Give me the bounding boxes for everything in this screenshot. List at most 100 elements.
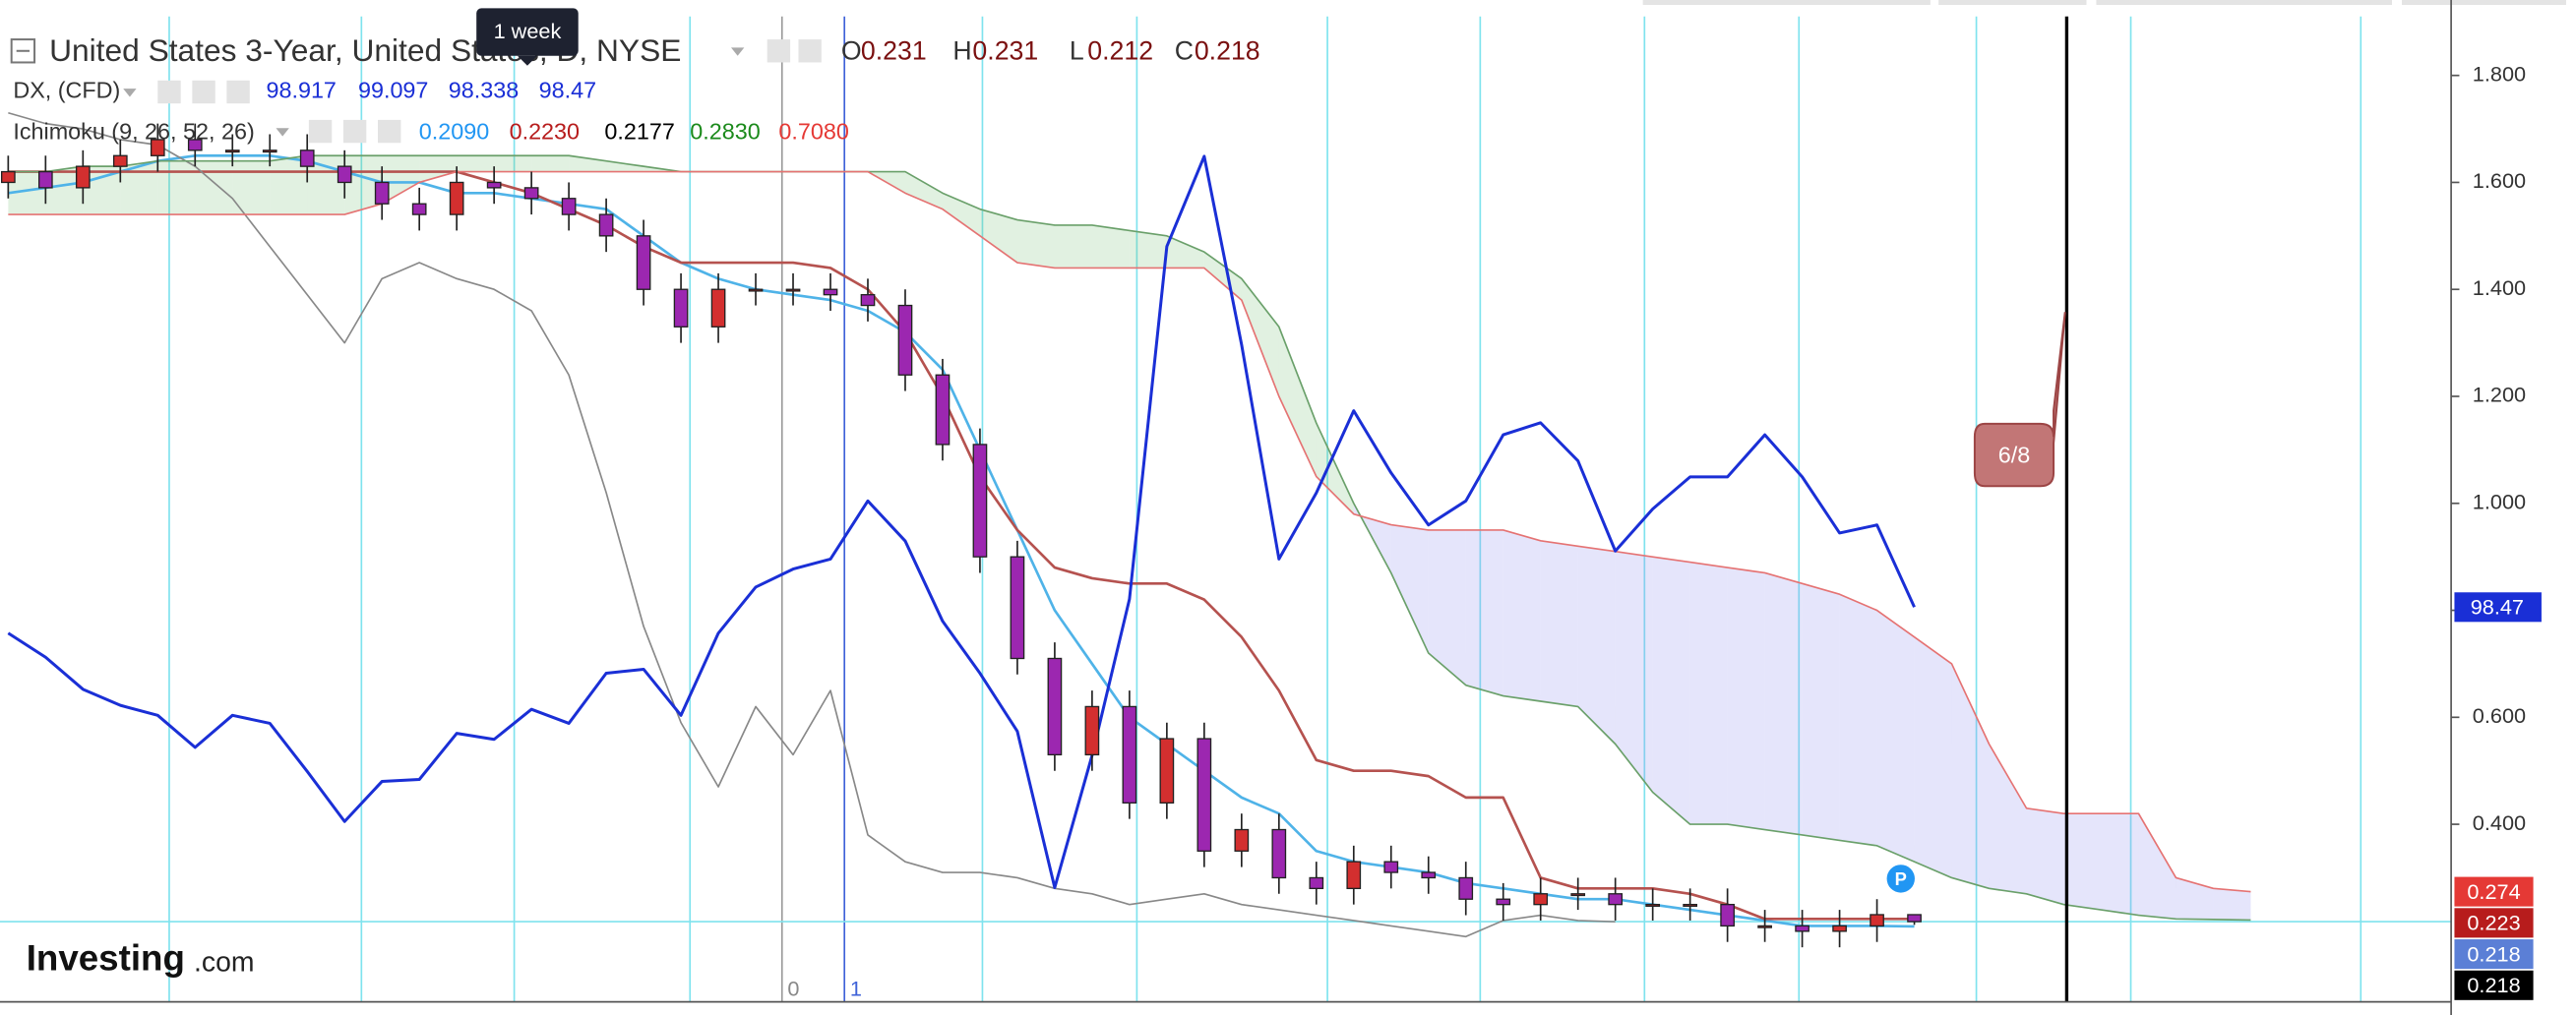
dropdown-arrow[interactable] — [730, 47, 745, 56]
cloud-segment — [2026, 807, 2064, 905]
cloud-segment — [1839, 594, 1877, 846]
candle-body — [598, 213, 614, 237]
ohlc-key: C — [1175, 35, 1194, 65]
dropdown-arrow[interactable] — [276, 128, 289, 137]
cloud-segment — [1465, 529, 1503, 696]
candle-body — [1533, 893, 1549, 906]
settings-icon[interactable] — [342, 119, 367, 144]
overlay-value: 98.47 — [539, 78, 596, 103]
collapse-icon[interactable] — [10, 38, 36, 64]
cloud-segment — [1764, 572, 1803, 835]
candle-body — [1496, 898, 1511, 906]
candle-body — [1795, 925, 1809, 932]
cloud-segment — [2213, 888, 2251, 921]
overlay-price-label: 98.47 — [2471, 595, 2524, 620]
cloud-segment — [120, 160, 158, 215]
dropdown-arrow[interactable] — [123, 89, 137, 97]
candle-body — [1832, 925, 1847, 932]
overlay-value: 98.917 — [266, 78, 336, 103]
close-icon[interactable] — [226, 80, 250, 104]
indicator-line — [8, 154, 2251, 922]
cloud-segment — [1278, 327, 1317, 477]
tooltip-box — [476, 8, 579, 56]
cloud-segment — [904, 171, 943, 209]
indicator-value: 0.2830 — [690, 118, 760, 144]
cloud-segment — [1241, 278, 1279, 396]
candle-body — [1645, 903, 1661, 907]
cloud-segment — [942, 193, 980, 236]
cloud-segment — [1652, 557, 1690, 825]
logo-name: Investing — [27, 938, 185, 979]
candle-body — [1234, 828, 1250, 852]
cloud-segment — [344, 155, 383, 215]
cloud-segment — [1316, 423, 1354, 514]
cloud-segment — [2063, 813, 2102, 911]
settings-icon[interactable] — [767, 39, 791, 63]
cloud-segment — [979, 209, 1017, 264]
y-tick-label: 0.600 — [2473, 703, 2526, 728]
cloud-segment — [45, 166, 84, 215]
cloud-segment — [1689, 562, 1728, 825]
cloud-segment — [270, 155, 308, 215]
cloud-segment — [1503, 529, 1541, 701]
price-tag — [2454, 908, 2534, 938]
price-tag-label: 0.223 — [2467, 911, 2520, 935]
settings-icon[interactable] — [798, 39, 822, 63]
ohlc-key: L — [1070, 35, 1084, 65]
candle-body — [860, 293, 876, 307]
y-axis: 1.8001.6001.4001.2001.0000.8000.6000.400… — [2451, 61, 2542, 1000]
price-tag — [2454, 876, 2534, 907]
y-tick-label: 1.200 — [2473, 383, 2526, 407]
indicator-line — [8, 170, 1915, 921]
settings-icon[interactable] — [157, 80, 181, 104]
close-icon[interactable] — [378, 119, 401, 144]
tooltip: 1 week — [476, 8, 579, 66]
candle-body — [299, 149, 315, 167]
settings-icon[interactable] — [192, 80, 215, 104]
ohlc-value: 0.231 — [972, 35, 1038, 65]
overlay-line — [7, 154, 1916, 890]
cloud-segment — [232, 160, 271, 215]
candle-body — [785, 288, 801, 292]
cloud-segment — [419, 155, 458, 183]
cloud-segment — [531, 155, 570, 172]
overlay-value: 98.338 — [449, 78, 519, 103]
price-tag-label: 0.218 — [2467, 973, 2520, 997]
candle-body — [411, 203, 427, 215]
candle-body — [75, 165, 91, 189]
price-tag-label: 0.218 — [2467, 941, 2520, 966]
cloud-segment — [1166, 235, 1204, 269]
ohlc-value: 0.231 — [861, 35, 927, 65]
candle-body — [1458, 876, 1474, 900]
badge[interactable] — [1886, 865, 1915, 893]
candle-body — [337, 165, 352, 184]
cloud-segment — [1989, 744, 2027, 894]
cloud-segment — [1802, 583, 1840, 841]
indicator-line — [8, 111, 1616, 938]
chart-title: United States 3-Year, United States, D, … — [49, 32, 681, 68]
logo-suffix: .com — [194, 947, 254, 979]
cloud-segment — [1577, 546, 1616, 745]
cloud-segment — [1390, 524, 1429, 654]
callout: 6/8 — [1973, 312, 2066, 488]
cloud-segment — [157, 160, 196, 215]
settings-icon[interactable] — [308, 119, 333, 144]
indicator-name: Ichimoku (9, 26, 52, 26) — [13, 118, 254, 144]
candle-body — [1570, 893, 1586, 897]
candle-body — [1346, 861, 1362, 890]
candle-body — [1047, 657, 1063, 756]
top-tabs — [1642, 0, 2566, 6]
cursor-label: 0 — [787, 977, 799, 1001]
candle-body — [1084, 705, 1100, 756]
candle-body — [1870, 914, 1884, 927]
candle-body — [710, 288, 726, 328]
candle-body — [897, 304, 913, 376]
cloud-segment — [494, 155, 532, 172]
overlay-price-tag — [2454, 592, 2542, 623]
cloud-segment — [382, 155, 420, 205]
cloud-segment — [195, 160, 233, 215]
candle-body — [1122, 705, 1137, 804]
cloud-segment — [457, 155, 495, 172]
plot-area — [0, 111, 2452, 948]
